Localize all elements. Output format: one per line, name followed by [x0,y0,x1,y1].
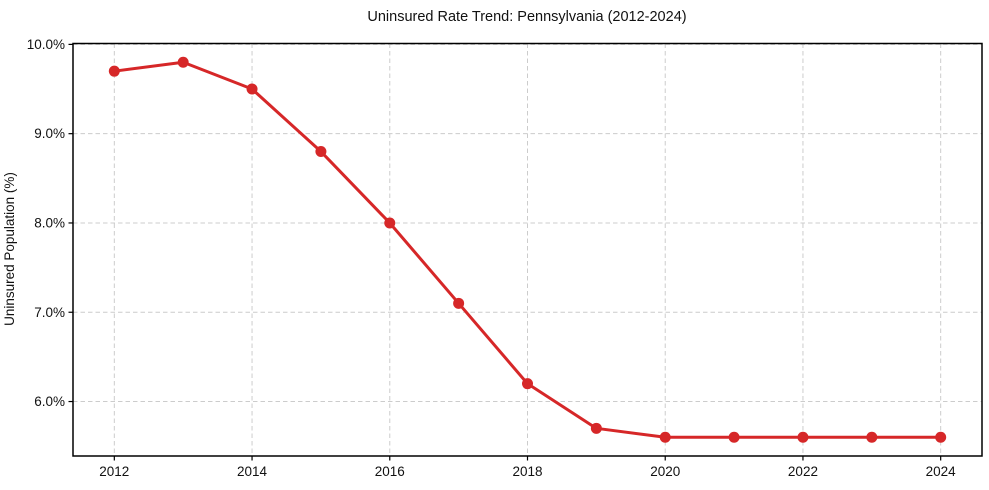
data-point-marker [453,297,465,309]
x-tick-label: 2020 [650,464,680,479]
plot-border [72,42,983,457]
x-tick-label: 2022 [788,464,818,479]
y-axis-label: Uninsured Population (%) [2,172,17,326]
data-point-marker [659,431,671,443]
data-point-marker [866,431,878,443]
axis-ticks: 6.0% 7.0% 8.0% 9.0% 10.0% 2012 2014 2016 2018 202… [27,37,956,479]
data-point-marker [177,56,189,68]
gridlines [73,43,982,456]
x-tick-label: 2018 [512,464,542,479]
data-point-marker [384,217,396,229]
x-tick-label: 2024 [926,464,957,479]
x-tick-label: 2012 [99,464,129,479]
data-point-marker [108,65,120,77]
y-tick-label: 7.0% [34,305,65,320]
chart-title: Uninsured Rate Trend: Pennsylvania (2012… [367,9,686,25]
y-tick-label: 10.0% [27,37,65,52]
data-point-marker [728,431,740,443]
x-tick-label: 2014 [237,464,268,479]
data-point-marker [590,422,602,434]
y-tick-label: 6.0% [34,394,65,409]
data-point-marker [246,83,258,95]
y-tick-label: 8.0% [34,215,65,230]
data-point-marker [522,378,533,390]
x-tick-label: 2016 [375,464,405,479]
data-point-marker [935,431,947,443]
trend-line-series [108,56,947,443]
data-point-marker [315,146,327,158]
data-point-marker [797,431,809,443]
y-tick-label: 9.0% [34,126,65,141]
